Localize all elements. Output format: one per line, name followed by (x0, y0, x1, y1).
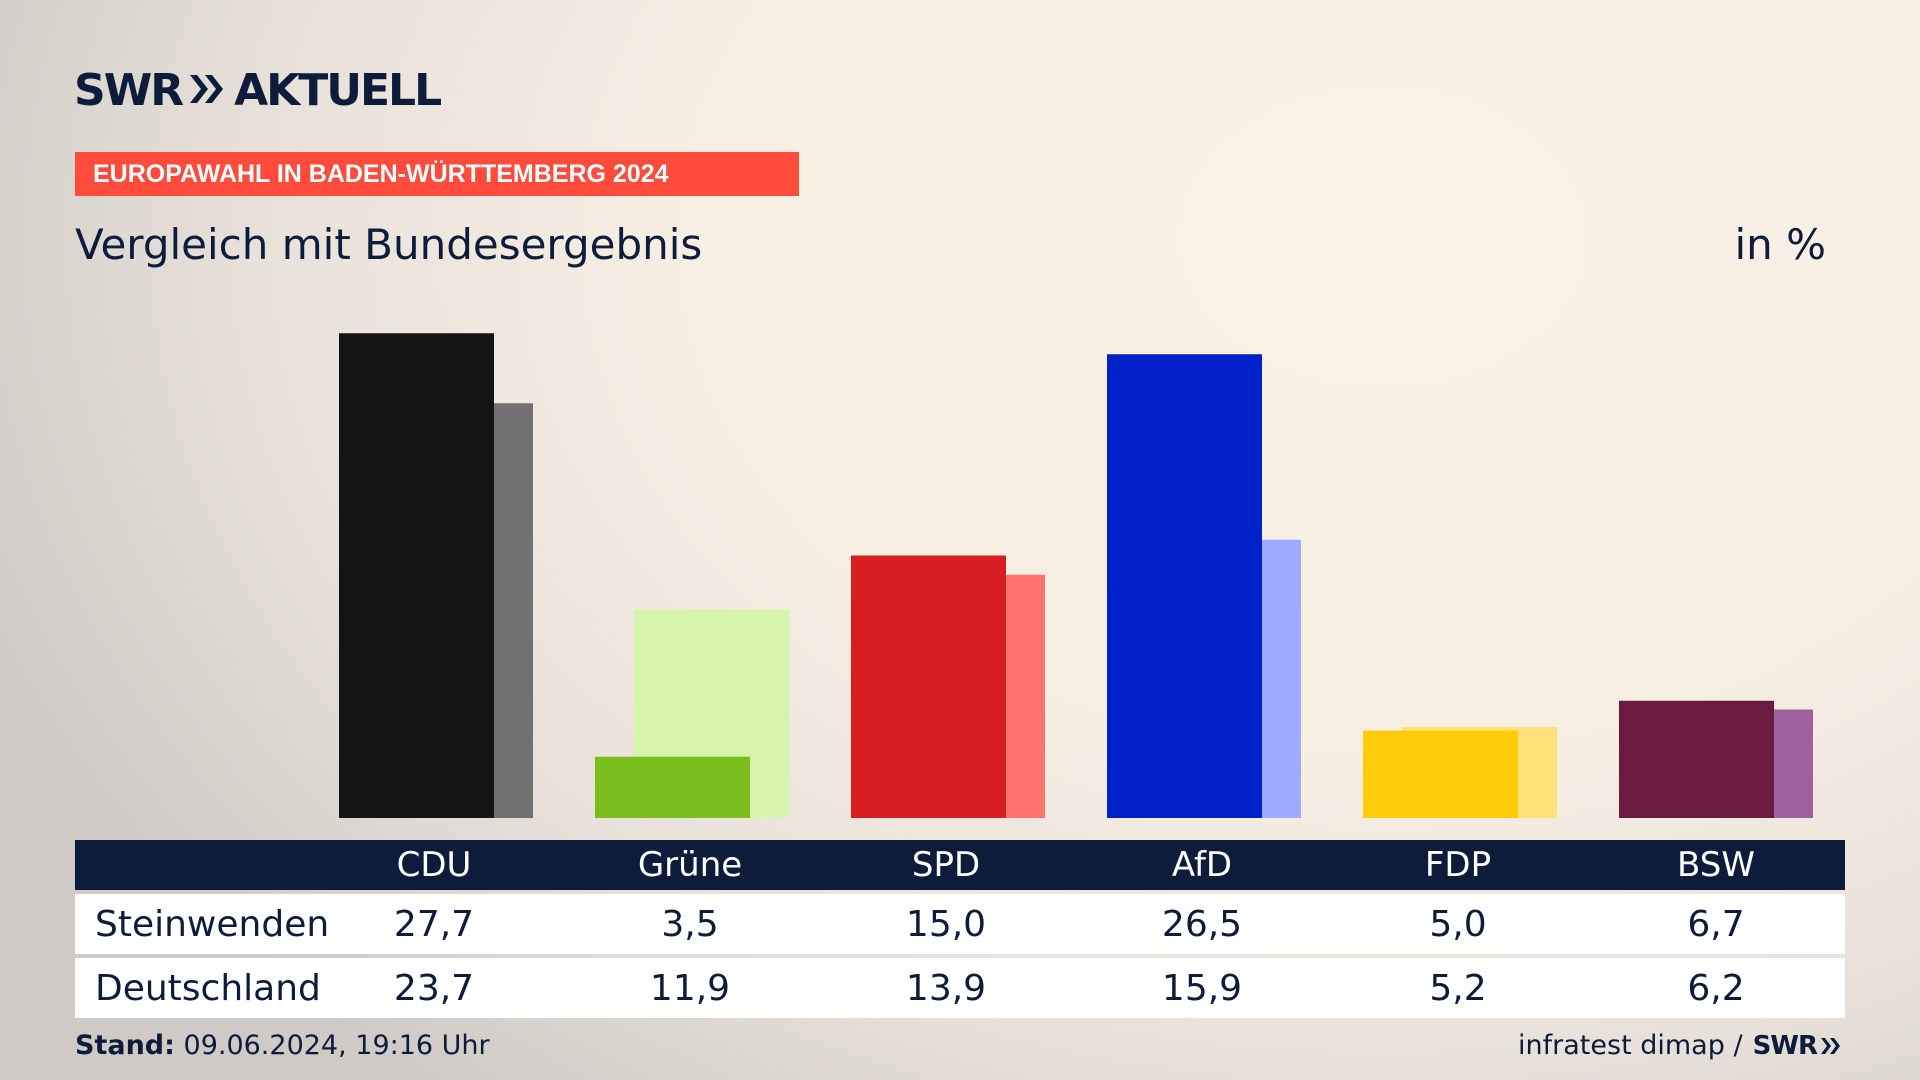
header-cell-bsw: BSW (1677, 845, 1755, 885)
row-label-steinwenden: Steinwenden (95, 903, 330, 945)
bar-steinwenden-gruene (595, 756, 750, 818)
value-cell: 23,7 (393, 967, 475, 1009)
value-cell: 26,5 (1161, 903, 1243, 945)
table-row: Steinwenden 27,7 3,5 15,0 26,5 5,0 6,7 (75, 894, 1845, 954)
value-cell: 15,9 (1161, 967, 1243, 1009)
header-cell-spd: SPD (911, 845, 981, 885)
value-cell: 3,5 (661, 903, 719, 945)
swr-mini-chevron-icon (1820, 1036, 1842, 1056)
bar-steinwenden-fdp (1363, 730, 1518, 818)
bar-chart (339, 333, 1813, 818)
swr-aktuell-logo: SWR AKTUELL (74, 65, 442, 116)
chart-subtitle: Vergleich mit Bundesergebnis (75, 220, 703, 269)
value-cell: 5,0 (1429, 903, 1487, 945)
unit-label: in % (1734, 220, 1826, 269)
row-label-deutschland: Deutschland (95, 967, 321, 1009)
stand-value: 09.06.2024, 19:16 Uhr (183, 1030, 490, 1061)
swr-mini-logo-text: SWR (1752, 1030, 1818, 1061)
stand-label: Stand: (75, 1030, 175, 1061)
value-cell: 5,2 (1429, 967, 1487, 1009)
header-cell-afd: AfD (1171, 845, 1233, 885)
header-cell-cdu: CDU (396, 845, 472, 885)
header-cell-gruene: Grüne (637, 845, 743, 885)
election-banner: EUROPAWAHL IN BADEN-WÜRTTEMBERG 2024 (75, 152, 799, 196)
logo-aktuell-text: AKTUELL (234, 65, 442, 116)
results-table: CDU Grüne SPD AfD FDP BSW Steinwenden 27… (75, 840, 1845, 1018)
value-cell: 27,7 (393, 903, 475, 945)
bar-steinwenden-cdu (339, 333, 494, 818)
table-row: Deutschland 23,7 11,9 13,9 15,9 5,2 6,2 (75, 958, 1845, 1018)
source-text: infratest dimap / (1518, 1030, 1743, 1061)
value-cell: 6,7 (1687, 903, 1745, 945)
table-header-row: CDU Grüne SPD AfD FDP BSW (75, 840, 1845, 890)
bar-steinwenden-afd (1107, 354, 1262, 818)
bar-steinwenden-spd (851, 555, 1006, 818)
value-cell: 6,2 (1687, 967, 1745, 1009)
header-cell-fdp: FDP (1424, 845, 1492, 885)
source-credit: infratest dimap / SWR (1518, 1030, 1842, 1061)
value-cell: 15,0 (905, 903, 987, 945)
value-cell: 13,9 (905, 967, 987, 1009)
bar-steinwenden-bsw (1619, 700, 1774, 818)
timestamp: Stand: 09.06.2024, 19:16 Uhr (75, 1030, 490, 1061)
value-cell: 11,9 (649, 967, 731, 1009)
logo-chevron-icon (188, 72, 226, 110)
logo-swr-text: SWR (74, 65, 184, 116)
